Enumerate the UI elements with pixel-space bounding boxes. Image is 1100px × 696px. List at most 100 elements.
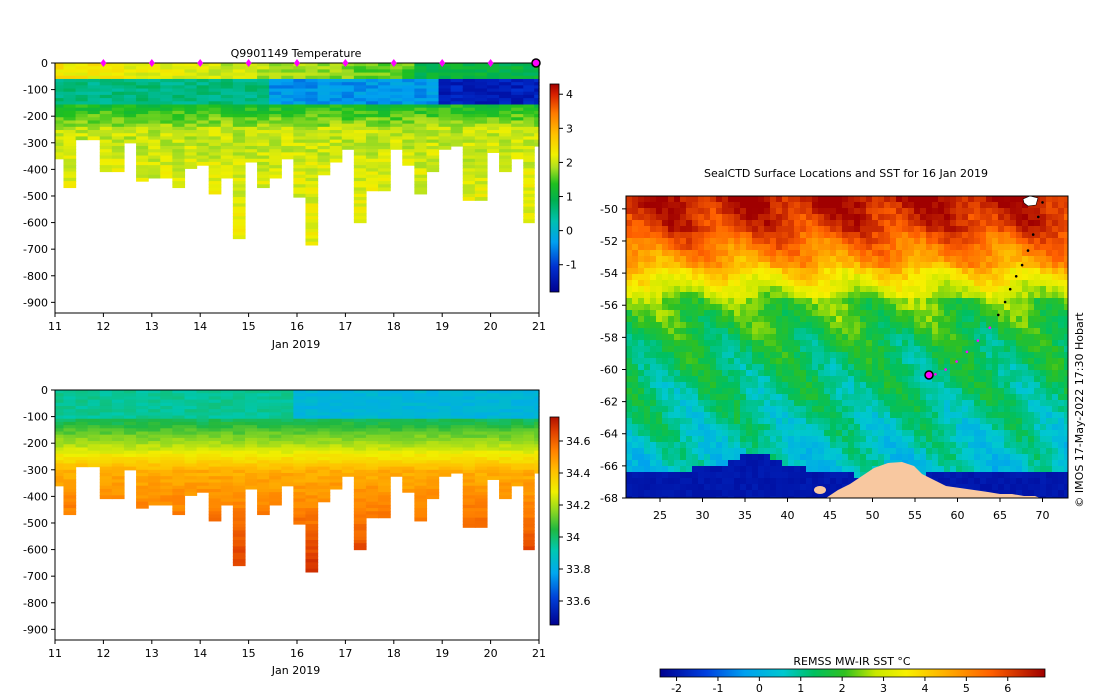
section-cell	[269, 72, 282, 77]
sst-cell	[710, 244, 717, 251]
section-cell	[305, 145, 319, 150]
sst-cell	[1004, 238, 1011, 245]
section-cell	[257, 78, 270, 83]
sst-cell	[692, 244, 699, 251]
section-cell	[208, 393, 222, 397]
sst-cell	[836, 232, 843, 239]
section-cell	[111, 168, 125, 173]
section-cell	[99, 75, 113, 80]
section-cell	[184, 107, 198, 112]
section-cell	[281, 120, 294, 125]
section-cell	[305, 197, 319, 201]
section-cell	[184, 114, 198, 118]
section-cell	[293, 390, 307, 394]
sst-cell	[698, 310, 705, 317]
section-cell	[257, 168, 270, 173]
y-tick-label: -400	[23, 163, 48, 176]
sst-cell	[1010, 244, 1017, 251]
section-cell	[402, 63, 415, 67]
section-cell	[414, 393, 428, 397]
sst-cell	[926, 214, 933, 221]
section-cell	[474, 517, 488, 522]
section-cell	[402, 460, 415, 464]
section-cell	[402, 450, 415, 455]
section-cell	[136, 117, 149, 122]
sst-cell	[962, 286, 969, 293]
section-cell	[341, 110, 355, 115]
section-cell	[55, 431, 65, 436]
section-cell	[136, 390, 149, 394]
section-cell	[438, 431, 452, 436]
section-cell	[378, 107, 391, 112]
section-cell	[232, 511, 246, 516]
section-cell	[329, 457, 343, 461]
surface-marker	[294, 59, 300, 67]
sst-cell	[722, 256, 729, 263]
sst-cell	[872, 310, 879, 317]
sst-cell	[722, 220, 729, 227]
section-cell	[341, 85, 355, 90]
section-cell	[281, 434, 294, 439]
section-cell	[486, 149, 500, 153]
sst-cell	[668, 256, 675, 263]
section-cell	[87, 120, 101, 125]
section-cell	[208, 501, 222, 506]
sst-cell	[860, 220, 867, 227]
section-cell	[353, 216, 367, 220]
sst-cell	[884, 244, 891, 251]
section-cell	[281, 145, 294, 150]
section-cell	[462, 396, 476, 401]
sst-cell	[638, 286, 645, 293]
sst-cell	[956, 238, 963, 245]
section-cell	[511, 472, 524, 477]
section-cell	[136, 460, 149, 464]
sst-cell	[932, 268, 939, 275]
section-cell	[353, 536, 367, 541]
section-cell	[390, 466, 403, 471]
section-cell	[329, 136, 343, 141]
sst-cell	[1046, 196, 1053, 203]
sst-cell	[776, 280, 783, 287]
section-cell	[511, 415, 524, 420]
sst-cell	[926, 322, 933, 329]
section-cell	[474, 469, 488, 474]
section-cell	[499, 149, 512, 153]
sst-cell	[1058, 220, 1065, 227]
section-cell	[220, 450, 234, 455]
section-cell	[87, 75, 101, 80]
section-cell	[281, 466, 294, 471]
sst-cell	[1046, 256, 1053, 263]
sst-cell	[890, 316, 897, 323]
section-cell	[402, 425, 415, 429]
section-cell	[450, 130, 464, 134]
section-cell	[196, 434, 210, 439]
section-cell	[450, 390, 464, 394]
section-cell	[111, 66, 125, 70]
section-cell	[474, 139, 488, 144]
section-cell	[232, 431, 246, 436]
section-cell	[99, 123, 113, 128]
section-cell	[87, 110, 101, 115]
colorbar-tick-label: -1	[566, 259, 577, 272]
section-cell	[232, 158, 246, 163]
sst-cell	[788, 208, 795, 215]
sst-cell	[896, 244, 903, 251]
section-cell	[365, 418, 379, 423]
sst-cell	[788, 274, 795, 281]
section-cell	[450, 82, 464, 86]
sst-cell	[848, 316, 855, 323]
section-cell	[220, 434, 234, 439]
sst-cell	[644, 262, 651, 269]
section-cell	[75, 75, 89, 80]
sst-cell	[728, 202, 735, 209]
section-cell	[232, 425, 246, 429]
section-cell	[220, 78, 234, 83]
section-cell	[111, 399, 125, 404]
section-cell	[438, 123, 452, 128]
section-cell	[208, 514, 222, 519]
sst-cell	[800, 334, 807, 341]
sst-cell	[734, 298, 741, 305]
section-cell	[438, 409, 452, 413]
section-cell	[63, 181, 77, 185]
section-cell	[378, 421, 391, 426]
